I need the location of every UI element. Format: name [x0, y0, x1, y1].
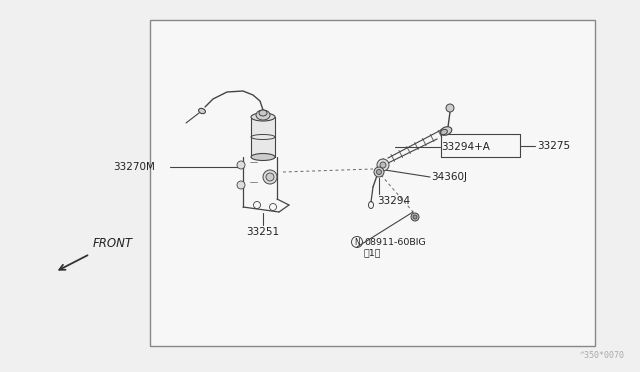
Ellipse shape: [198, 108, 205, 113]
Ellipse shape: [259, 110, 267, 116]
Circle shape: [266, 173, 274, 181]
Text: 33275: 33275: [537, 141, 570, 151]
Circle shape: [376, 170, 381, 174]
Circle shape: [411, 213, 419, 221]
Text: ^350*0070: ^350*0070: [580, 351, 625, 360]
Text: 33294: 33294: [377, 196, 410, 206]
Text: 08911-60BlG: 08911-60BlG: [364, 237, 426, 247]
Ellipse shape: [440, 129, 447, 135]
Ellipse shape: [251, 154, 275, 160]
Text: 33251: 33251: [246, 227, 280, 237]
Bar: [251, 117, 275, 157]
Circle shape: [237, 181, 245, 189]
Text: FRONT: FRONT: [93, 237, 133, 250]
Circle shape: [377, 159, 389, 171]
Circle shape: [374, 167, 384, 177]
Bar: [150, 20, 595, 346]
Text: 33270M: 33270M: [113, 162, 155, 172]
Ellipse shape: [251, 113, 275, 121]
Ellipse shape: [256, 110, 270, 120]
Text: 33294+A: 33294+A: [441, 142, 490, 152]
Text: N: N: [354, 237, 360, 247]
Text: （1）: （1）: [364, 248, 381, 257]
Circle shape: [446, 104, 454, 112]
Circle shape: [263, 170, 277, 184]
Ellipse shape: [440, 127, 452, 135]
Circle shape: [380, 162, 386, 168]
Circle shape: [413, 215, 417, 219]
Circle shape: [237, 161, 245, 169]
Text: 34360J: 34360J: [431, 172, 467, 182]
